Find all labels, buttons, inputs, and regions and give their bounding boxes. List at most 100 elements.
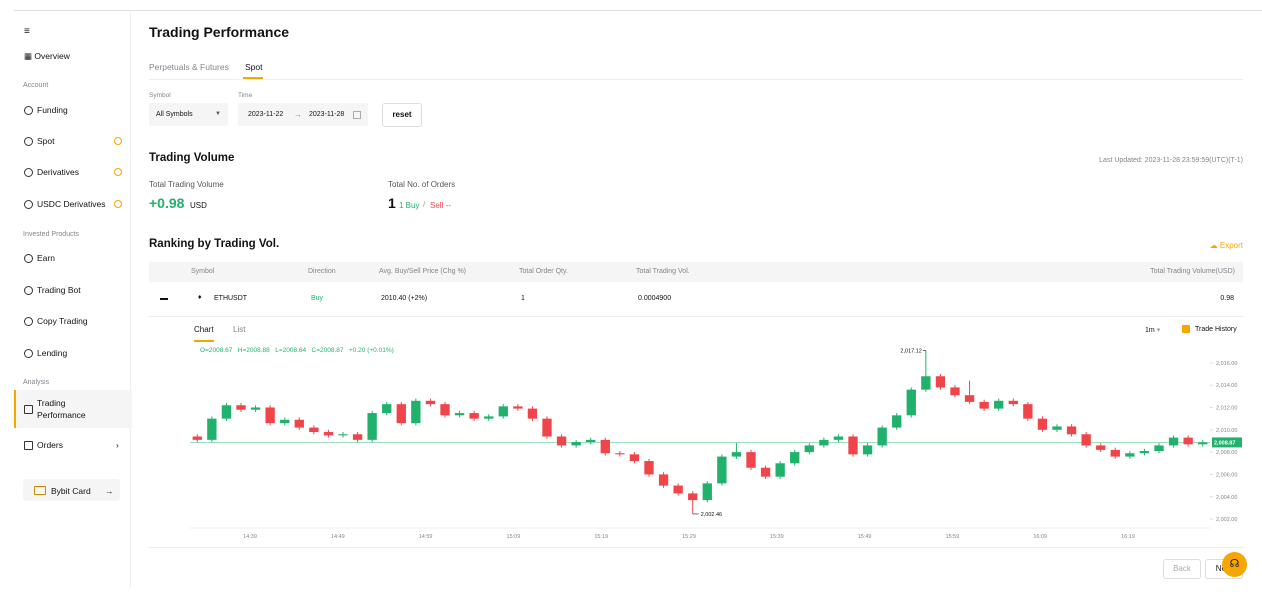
badge (114, 200, 122, 208)
chart-tab[interactable]: List (233, 325, 246, 334)
candle-body (1052, 426, 1062, 430)
nav-item[interactable]: Trading Performance (37, 398, 86, 420)
candle-body (979, 401, 989, 409)
candle-body (484, 416, 494, 419)
candle-body (775, 463, 785, 477)
checkbox[interactable] (1182, 325, 1190, 333)
icon (24, 286, 33, 295)
candle-body (1154, 445, 1164, 452)
nav-item[interactable]: ▦ Overview (24, 51, 70, 61)
candle-body (323, 432, 334, 436)
candle-body (352, 434, 363, 440)
tab[interactable]: Spot (245, 62, 263, 72)
x-tick-label: 15:49 (858, 534, 872, 540)
nav-item[interactable]: Copy Trading (37, 316, 88, 326)
x-tick-label: 15:19 (594, 534, 608, 540)
candle-body (1198, 442, 1208, 445)
candle-body (221, 405, 232, 419)
cell: ETHUSDT (214, 295, 248, 302)
candle-body (892, 415, 902, 428)
calendar-icon (353, 111, 361, 119)
candle-body (877, 427, 887, 446)
nav-item[interactable]: Funding (37, 105, 68, 115)
candle-body (790, 452, 800, 464)
nav-item[interactable]: Orders (37, 440, 63, 450)
export-button[interactable]: ☁ Export (1209, 241, 1243, 250)
candle-body (702, 483, 712, 501)
collapse-icon[interactable] (160, 298, 168, 300)
x-tick-label: 16:19 (1121, 534, 1135, 540)
arrow: → (105, 486, 114, 496)
candle-body (454, 413, 465, 416)
candle-body (513, 406, 523, 409)
candle-body (1110, 449, 1120, 457)
tab-indicator (243, 77, 263, 79)
tab[interactable]: Perpetuals & Futures (149, 62, 229, 72)
candle-body (950, 387, 960, 396)
candle-body (615, 453, 625, 455)
candle-body (236, 405, 246, 410)
sell-count: Sell -- (430, 201, 451, 210)
candle-body (280, 419, 290, 424)
candle-body (1023, 404, 1033, 419)
nav-item[interactable]: Trading Bot (37, 285, 81, 295)
card-button[interactable] (23, 479, 120, 501)
x-tick-label: 16:09 (1033, 534, 1047, 540)
candle-body (994, 400, 1004, 409)
candle-body (338, 434, 348, 436)
stat-unit: USD (190, 201, 207, 210)
y-tick-label: 2,004.00 (1216, 495, 1237, 501)
chevron: › (116, 440, 119, 450)
badge (114, 168, 122, 176)
section-title: Account (23, 82, 49, 89)
candle-body (673, 485, 683, 494)
candle-body (542, 418, 552, 437)
y-tick-label: 2,008.00 (1216, 450, 1237, 456)
buy-count: 1 Buy (399, 201, 420, 210)
date-range[interactable] (238, 103, 368, 126)
page-button[interactable]: Back (1163, 559, 1201, 579)
last-price-label: 2,008.87 (1214, 440, 1235, 446)
candle-body (1081, 434, 1091, 446)
nav-item[interactable]: Earn (37, 253, 55, 263)
candle-body (1096, 445, 1106, 450)
low-annotation: 2,002.46 (701, 512, 722, 518)
candle-body (746, 452, 756, 468)
y-tick-label: 2,002.00 (1216, 517, 1237, 523)
date-start: 2023-11-22 (248, 111, 284, 118)
candle-body (382, 404, 392, 414)
nav-item[interactable]: Spot (37, 136, 55, 146)
reset-button[interactable]: reset (382, 103, 422, 127)
date-end: 2023-11-28 (309, 111, 345, 118)
candle-body (906, 389, 916, 416)
interval-select[interactable]: 1m ▾ (1145, 327, 1161, 334)
chart-tab[interactable]: Chart (194, 325, 214, 334)
card-icon (34, 486, 46, 495)
candlestick-chart: 2,002.00 2,004.00 2,006.00 2,008.00 2,010.00… (190, 348, 1242, 540)
candle-body (1183, 437, 1193, 445)
candle-body (556, 436, 567, 446)
nav-item[interactable]: Derivatives (37, 167, 80, 177)
separator: / (423, 200, 426, 209)
icon (24, 137, 33, 146)
interval-value: 1m (1145, 327, 1155, 334)
nav-item[interactable]: Lending (37, 348, 68, 358)
symbol-select[interactable] (149, 103, 228, 126)
icon (24, 405, 33, 414)
divider (149, 79, 1243, 80)
icon (24, 254, 33, 263)
candle-body (804, 445, 814, 453)
stat-label: Total No. of Orders (388, 180, 456, 189)
candle-body (1008, 400, 1018, 405)
support-button[interactable]: ☊ (1222, 552, 1247, 577)
nav-item[interactable]: USDC Derivatives (37, 199, 106, 209)
cell: 2010.40 (+2%) (381, 295, 427, 302)
menu-icon: ≡ (24, 26, 30, 37)
filter-label: Symbol (149, 92, 171, 99)
select-value: All Symbols (156, 111, 193, 118)
icon (24, 317, 33, 326)
candle-body (192, 436, 202, 440)
candle-body (498, 406, 508, 417)
table-header (149, 262, 1243, 282)
